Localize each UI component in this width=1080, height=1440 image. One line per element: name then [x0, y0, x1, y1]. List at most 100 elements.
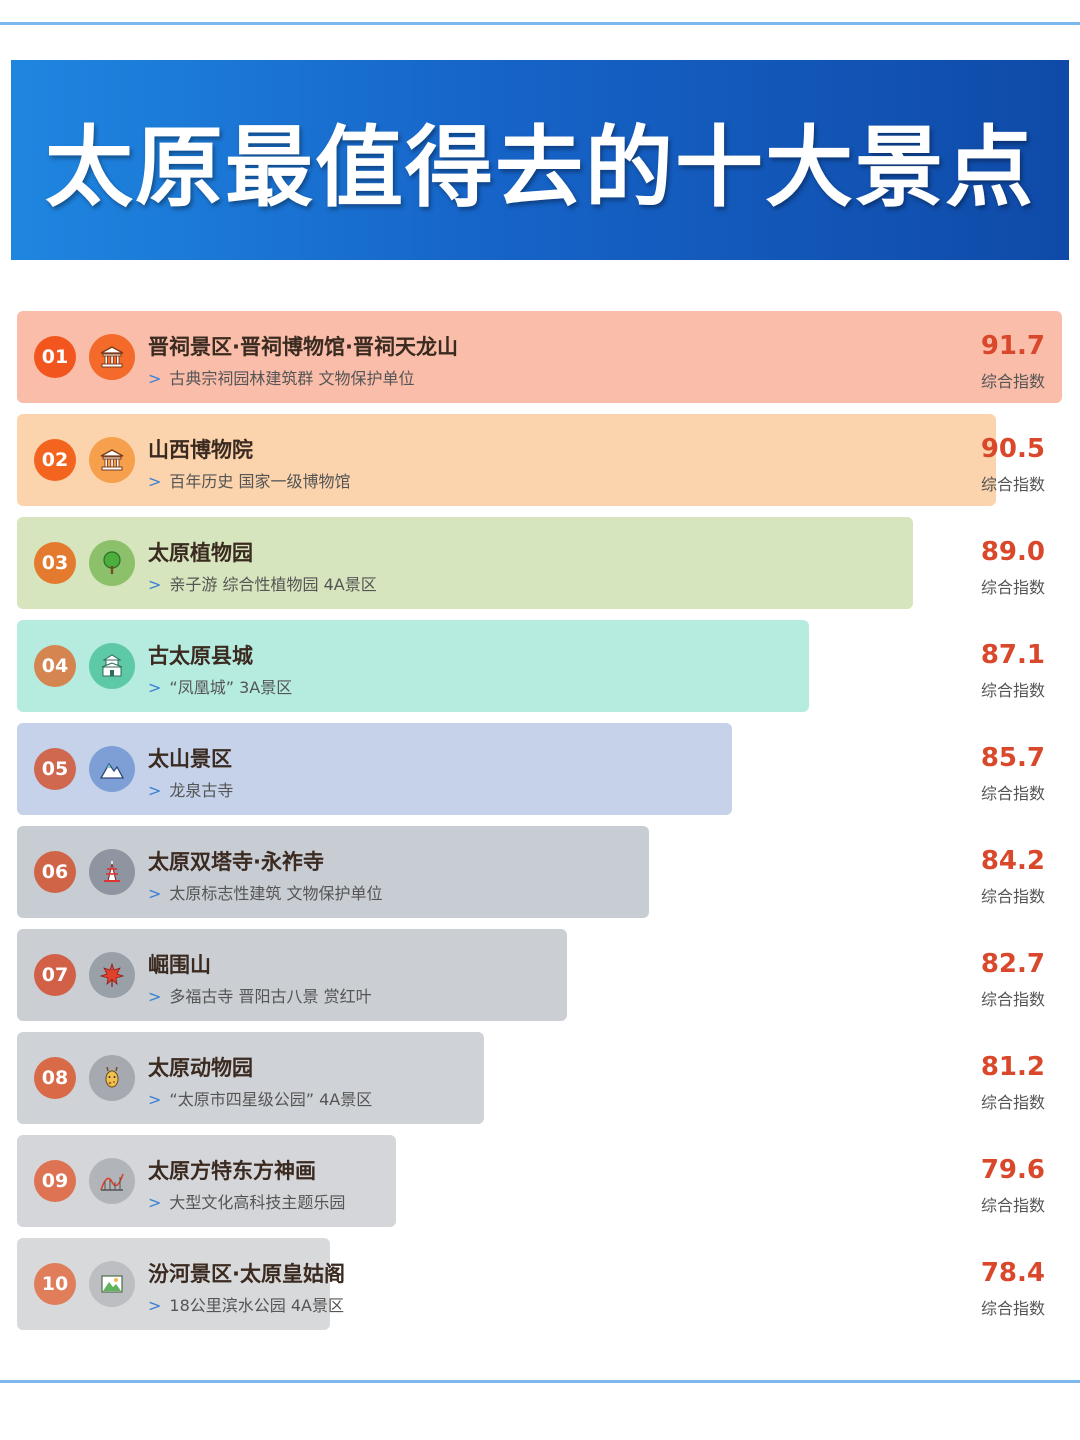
attraction-description: > 大型文化高科技主题乐园 — [148, 1189, 345, 1213]
ranking-row: 05 太山景区 > 龙泉古寺 85.7 综合指数 — [0, 723, 1080, 815]
score-label: 综合指数 — [980, 784, 1045, 803]
score-value: 90.5 — [980, 434, 1045, 464]
ranking-row: 06 太原双塔寺·永祚寺 > 太原标志性建筑 文物保护单位 84.2 综合指数 — [0, 826, 1080, 918]
score-value: 81.2 — [980, 1052, 1045, 1082]
ranking-row: 01 晋祠景区·晋祠博物馆·晋祠天龙山 > 古典宗祠园林建筑群 文物保护单位 91.7 综… — [0, 311, 1080, 403]
rank-badge: 06 — [34, 851, 76, 893]
chevron-right-icon: > — [148, 678, 162, 697]
ranking-row: 09 太原方特东方神画 > 大型文化高科技主题乐园 79.6 综合指数 — [0, 1135, 1080, 1227]
rank-badge: 03 — [34, 542, 76, 584]
score-bar — [17, 311, 1062, 403]
attraction-name: 汾河景区·太原皇姑阁 — [148, 1262, 345, 1286]
attraction-name: 崛围山 — [148, 953, 211, 977]
chevron-right-icon: > — [148, 1296, 162, 1315]
score-bar — [17, 414, 996, 506]
description-text: 18公里滨水公园 4A景区 — [169, 1296, 344, 1315]
rank-badge: 05 — [34, 748, 76, 790]
description-text: “太原市四星级公园” 4A景区 — [169, 1090, 373, 1109]
score-bar — [17, 517, 914, 609]
attraction-description: > 亲子游 综合性植物园 4A景区 — [148, 571, 377, 595]
page-title: 太原最值得去的十大景点 — [44, 115, 1035, 219]
score-label: 综合指数 — [980, 1093, 1045, 1112]
attraction-name: 古太原县城 — [148, 644, 253, 668]
attraction-description: > “太原市四星级公园” 4A景区 — [148, 1086, 372, 1110]
rank-badge: 08 — [34, 1057, 76, 1099]
score-bar — [17, 1135, 397, 1227]
chevron-right-icon: > — [148, 575, 162, 594]
score-value: 82.7 — [980, 949, 1045, 979]
chevron-right-icon: > — [148, 1193, 162, 1212]
mountain-icon — [89, 746, 135, 792]
pagoda-icon — [89, 849, 135, 895]
score-value: 78.4 — [980, 1258, 1045, 1288]
attraction-name: 太原植物园 — [148, 541, 253, 565]
attraction-description: > “凤凰城” 3A景区 — [148, 674, 292, 698]
attraction-name: 山西博物院 — [148, 438, 253, 462]
score-label: 综合指数 — [980, 475, 1045, 494]
score-label: 综合指数 — [980, 372, 1045, 391]
attraction-name: 太原动物园 — [148, 1056, 253, 1080]
rank-badge: 04 — [34, 645, 76, 687]
score-label: 综合指数 — [980, 681, 1045, 700]
score-bar — [17, 620, 809, 712]
chevron-right-icon: > — [148, 369, 162, 388]
description-text: “凤凰城” 3A景区 — [169, 678, 293, 697]
ranking-row: 08 太原动物园 > “太原市四星级公园” 4A景区 81.2 综合指数 — [0, 1032, 1080, 1124]
attraction-description: > 古典宗祠园林建筑群 文物保护单位 — [148, 365, 415, 389]
theme-park-icon — [89, 1158, 135, 1204]
top-frame-line — [0, 22, 1080, 25]
score-label: 综合指数 — [980, 578, 1045, 597]
score-bar — [17, 723, 732, 815]
giraffe-icon — [89, 1055, 135, 1101]
ranking-row: 04 古太原县城 > “凤凰城” 3A景区 87.1 综合指数 — [0, 620, 1080, 712]
maple-leaf-icon — [89, 952, 135, 998]
description-text: 百年历史 国家一级博物馆 — [169, 472, 351, 491]
score-label: 综合指数 — [980, 1299, 1045, 1318]
ranking-row: 03 太原植物园 > 亲子游 综合性植物园 4A景区 89.0 综合指数 — [0, 517, 1080, 609]
rank-badge: 01 — [34, 336, 76, 378]
landscape-icon — [89, 1261, 135, 1307]
museum-icon — [89, 437, 135, 483]
score-value: 87.1 — [980, 640, 1045, 670]
title-banner: 太原最值得去的十大景点 — [11, 60, 1069, 260]
rank-badge: 07 — [34, 954, 76, 996]
score-value: 79.6 — [980, 1155, 1045, 1185]
score-value: 84.2 — [980, 846, 1045, 876]
chevron-right-icon: > — [148, 472, 162, 491]
rank-badge: 09 — [34, 1160, 76, 1202]
attraction-description: > 龙泉古寺 — [148, 777, 233, 801]
description-text: 古典宗祠园林建筑群 文物保护单位 — [169, 369, 415, 388]
bottom-frame-line — [0, 1380, 1080, 1383]
attraction-description: > 多福古寺 晋阳古八景 赏红叶 — [148, 983, 372, 1007]
attraction-name: 太山景区 — [148, 747, 232, 771]
score-value: 91.7 — [980, 331, 1045, 361]
chevron-right-icon: > — [148, 987, 162, 1006]
attraction-name: 晋祠景区·晋祠博物馆·晋祠天龙山 — [148, 335, 458, 359]
rank-badge: 02 — [34, 439, 76, 481]
attraction-name: 太原双塔寺·永祚寺 — [148, 850, 324, 874]
attraction-description: >18公里滨水公园 4A景区 — [148, 1292, 344, 1316]
score-value: 89.0 — [980, 537, 1045, 567]
museum-icon — [89, 334, 135, 380]
chevron-right-icon: > — [148, 1090, 162, 1109]
attraction-description: > 百年历史 国家一级博物馆 — [148, 468, 351, 492]
score-label: 综合指数 — [980, 990, 1045, 1009]
score-label: 综合指数 — [980, 887, 1045, 906]
chevron-right-icon: > — [148, 884, 162, 903]
description-text: 龙泉古寺 — [169, 781, 234, 800]
ancient-city-icon — [89, 643, 135, 689]
ranking-row: 02 山西博物院 > 百年历史 国家一级博物馆 90.5 综合指数 — [0, 414, 1080, 506]
score-label: 综合指数 — [980, 1196, 1045, 1215]
ranking-row: 10 汾河景区·太原皇姑阁 >18公里滨水公园 4A景区 78.4 综合指数 — [0, 1238, 1080, 1330]
ranking-row: 07 崛围山 > 多福古寺 晋阳古八景 赏红叶 82.7 综合指数 — [0, 929, 1080, 1021]
description-text: 多福古寺 晋阳古八景 赏红叶 — [169, 987, 372, 1006]
score-value: 85.7 — [980, 743, 1045, 773]
attraction-description: > 太原标志性建筑 文物保护单位 — [148, 880, 383, 904]
tree-icon — [89, 540, 135, 586]
chevron-right-icon: > — [148, 781, 162, 800]
description-text: 大型文化高科技主题乐园 — [169, 1193, 346, 1212]
rank-badge: 10 — [34, 1263, 76, 1305]
description-text: 太原标志性建筑 文物保护单位 — [169, 884, 383, 903]
attraction-name: 太原方特东方神画 — [148, 1159, 316, 1183]
